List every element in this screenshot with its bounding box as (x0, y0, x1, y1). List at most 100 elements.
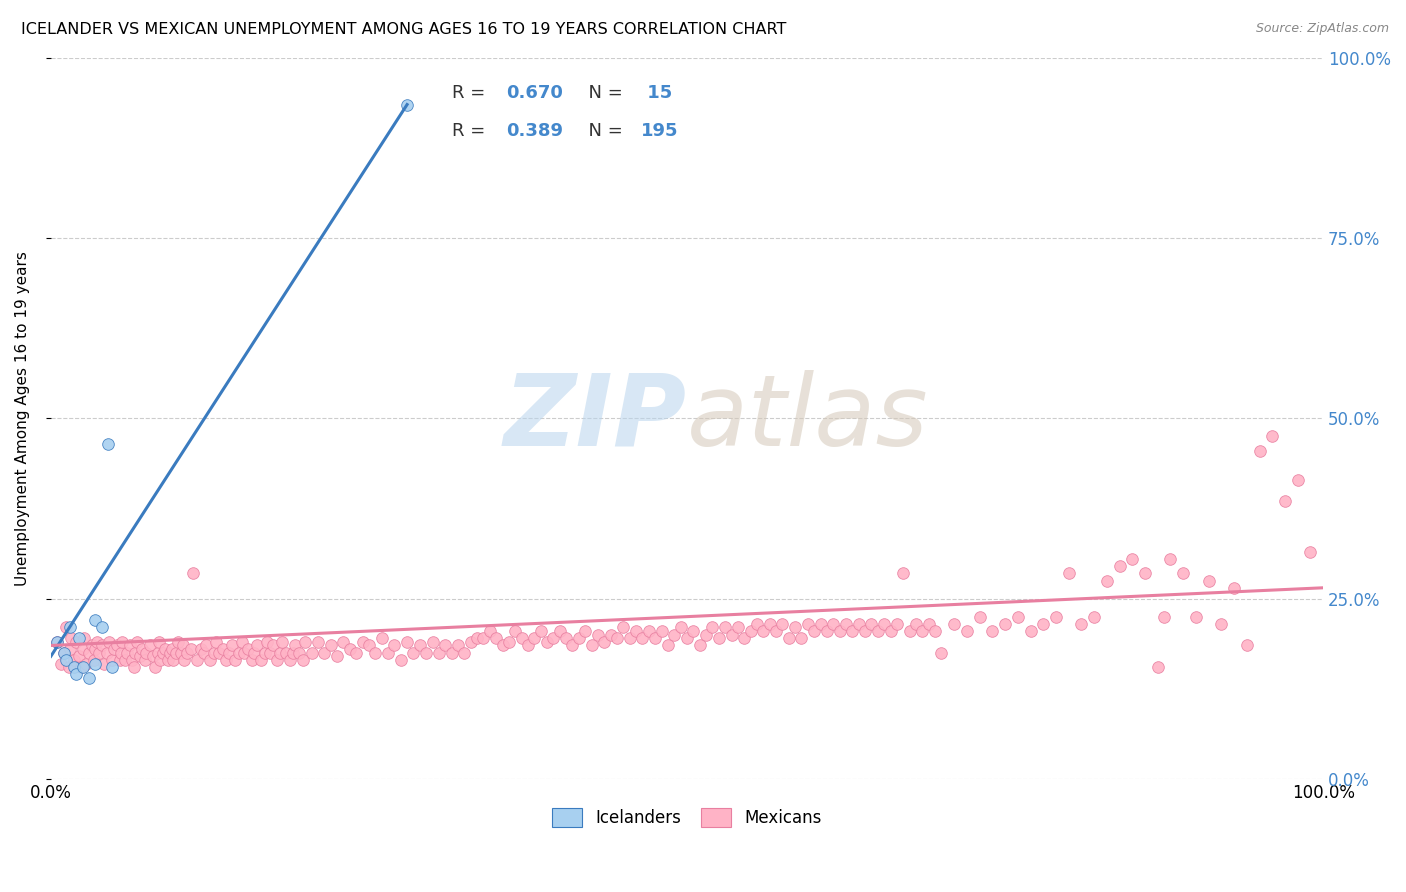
Point (108, 653, 131, 667)
Point (89, 646, 111, 660)
Point (1045, 609, 1067, 624)
Point (1173, 566, 1195, 581)
Point (266, 653, 288, 667)
Point (644, 632, 666, 646)
Point (253, 646, 276, 660)
Point (1108, 559, 1130, 574)
Point (291, 653, 314, 667)
Point (115, 646, 138, 660)
Point (281, 646, 304, 660)
Point (198, 653, 221, 667)
Point (828, 624, 851, 638)
Point (581, 639, 603, 653)
Point (344, 646, 367, 660)
Point (72, 660, 94, 674)
Point (1159, 552, 1181, 566)
Point (447, 639, 470, 653)
Point (460, 635, 482, 649)
Point (415, 646, 437, 660)
Point (231, 635, 253, 649)
Point (427, 646, 450, 660)
Point (848, 616, 870, 631)
Point (1185, 609, 1208, 624)
Point (803, 624, 825, 638)
Point (135, 646, 157, 660)
Point (55, 620, 77, 634)
Point (1133, 566, 1156, 581)
Point (396, 635, 419, 649)
Point (332, 635, 354, 649)
Point (1198, 574, 1220, 588)
Point (389, 653, 412, 667)
Point (1083, 609, 1105, 624)
Point (1019, 624, 1042, 638)
Point (84, 613, 107, 627)
Point (46, 635, 69, 649)
Point (1286, 473, 1309, 487)
Point (478, 624, 501, 638)
Point (790, 632, 813, 646)
Point (118, 639, 141, 653)
Point (169, 646, 191, 660)
Point (841, 624, 863, 638)
Point (105, 639, 128, 653)
Text: N =: N = (578, 122, 628, 140)
Text: ICELANDER VS MEXICAN UNEMPLOYMENT AMONG AGES 16 TO 19 YEARS CORRELATION CHART: ICELANDER VS MEXICAN UNEMPLOYMENT AMONG … (21, 22, 786, 37)
Point (612, 620, 634, 634)
Point (49, 657, 72, 671)
Point (110, 646, 132, 660)
Text: 15: 15 (641, 84, 672, 102)
Point (969, 609, 991, 624)
Point (624, 624, 647, 638)
Point (83, 653, 105, 667)
Point (785, 620, 807, 634)
Point (131, 642, 153, 657)
Point (276, 646, 298, 660)
Point (176, 646, 198, 660)
Point (256, 635, 278, 649)
Point (101, 660, 124, 674)
Point (1236, 639, 1258, 653)
Point (510, 632, 533, 646)
Point (370, 632, 392, 646)
Point (294, 635, 316, 649)
Point (52, 646, 75, 660)
Point (307, 635, 329, 649)
Point (142, 649, 165, 664)
Point (72, 642, 94, 657)
Point (86, 635, 108, 649)
Point (67, 632, 90, 646)
Point (271, 635, 294, 649)
Point (111, 635, 134, 649)
Point (1261, 429, 1284, 443)
Text: 0.670: 0.670 (506, 84, 562, 102)
Point (918, 616, 941, 631)
Point (422, 635, 444, 649)
Point (121, 653, 143, 667)
Point (357, 639, 380, 653)
Point (90, 620, 112, 634)
Point (155, 642, 177, 657)
Point (90, 639, 112, 653)
Point (981, 624, 1004, 638)
Point (65, 635, 87, 649)
Point (1211, 616, 1233, 631)
Point (246, 639, 269, 653)
Point (146, 646, 169, 660)
Point (586, 628, 609, 642)
Point (593, 635, 616, 649)
Point (93, 657, 115, 671)
Point (695, 628, 717, 642)
Point (180, 642, 202, 657)
Point (218, 646, 240, 660)
Point (1057, 566, 1080, 581)
Point (911, 624, 934, 638)
Y-axis label: Unemployment Among Ages 16 to 19 years: Unemployment Among Ages 16 to 19 years (15, 251, 30, 586)
Point (143, 660, 166, 674)
Point (631, 632, 654, 646)
Point (202, 646, 225, 660)
Point (228, 646, 250, 660)
Point (574, 624, 596, 638)
Point (186, 653, 208, 667)
Point (714, 620, 737, 634)
